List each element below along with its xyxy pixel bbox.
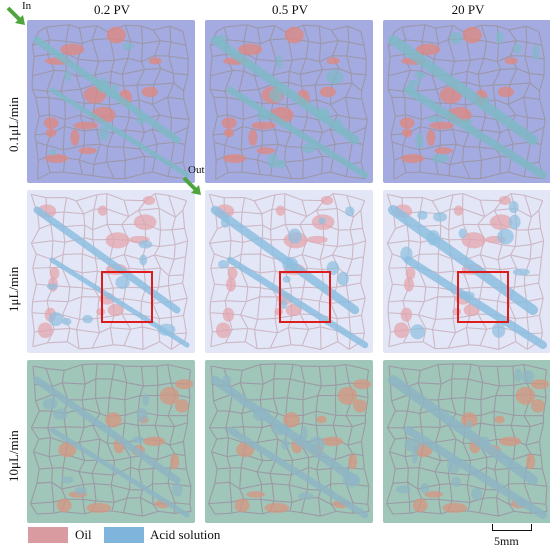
highlight-box — [279, 271, 331, 323]
micromodel-image — [383, 190, 550, 353]
highlight-box — [457, 271, 509, 323]
legend-oil-label: Oil — [75, 527, 92, 542]
micromodel-image — [383, 20, 550, 183]
micromodel-image — [27, 190, 195, 353]
micromodel-image — [205, 360, 373, 523]
legend-oil-swatch — [28, 527, 68, 543]
outlet-label: Out — [188, 164, 205, 176]
legend-acid-swatch — [104, 527, 144, 543]
legend-acid-label: Acid solution — [150, 527, 221, 542]
micromodel-image — [27, 360, 195, 523]
inlet-arrow-icon — [6, 6, 25, 25]
micromodel-image — [205, 20, 373, 183]
column-header-20pv: 20 PV — [451, 2, 485, 17]
micromodel-image — [383, 360, 550, 523]
column-header-0.2pv: 0.2 PV — [93, 2, 131, 17]
column-header-0.5pv: 0.5 PV — [271, 2, 309, 17]
micromodel-image — [205, 190, 373, 353]
outlet-arrow-icon — [182, 176, 201, 195]
highlight-box — [101, 271, 153, 323]
scale-bar-label: 5mm — [494, 534, 519, 548]
micromodel-image — [27, 20, 195, 183]
inlet-label: In — [22, 0, 32, 12]
scale-bar — [492, 524, 532, 531]
